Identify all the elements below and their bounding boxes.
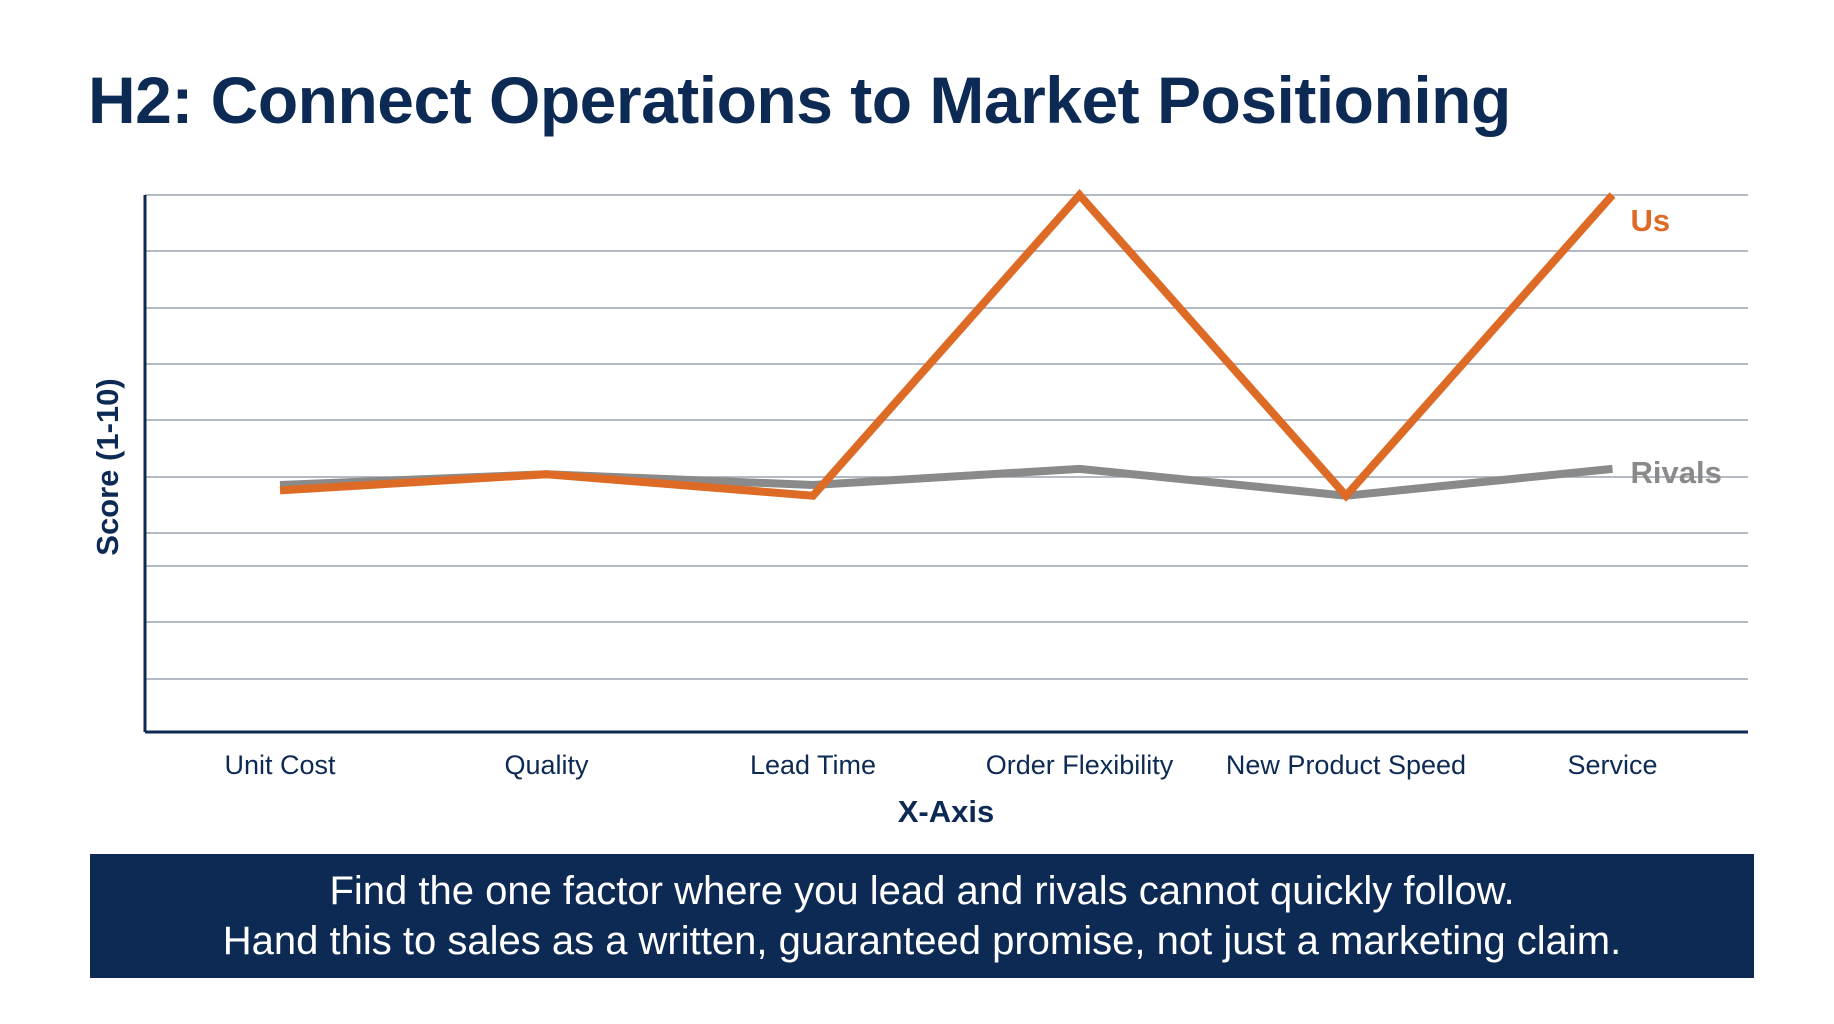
x-tick-label: Unit Cost	[224, 750, 336, 780]
series-lines	[279, 188, 1616, 502]
series-line-rivals	[279, 464, 1613, 500]
x-tick-label: Order Flexibility	[986, 750, 1174, 780]
banner-line-1: Find the one factor where you lead and r…	[329, 869, 1515, 913]
x-tick-label: New Product Speed	[1226, 750, 1466, 780]
slide-title: H2: Connect Operations to Market Positio…	[88, 63, 1511, 137]
x-tick-label: Service	[1567, 750, 1657, 780]
x-tick-label: Quality	[504, 750, 589, 780]
series-label-rivals: Rivals	[1631, 455, 1722, 490]
takeaway-banner: Find the one factor where you lead and r…	[90, 854, 1754, 978]
series-label-us: Us	[1631, 203, 1671, 238]
series-line-us	[279, 188, 1616, 502]
banner-line-2: Hand this to sales as a written, guarant…	[222, 919, 1622, 963]
x-tick-labels: Unit Cost Quality Lead Time Order Flexibili…	[224, 750, 1657, 780]
x-tick-label: Lead Time	[750, 750, 876, 780]
x-axis-title: X-Axis	[898, 794, 994, 829]
grid-lines	[145, 194, 1748, 680]
y-axis-label: Score (1-10)	[90, 378, 125, 555]
series-labels: Us Rivals	[1631, 203, 1722, 490]
